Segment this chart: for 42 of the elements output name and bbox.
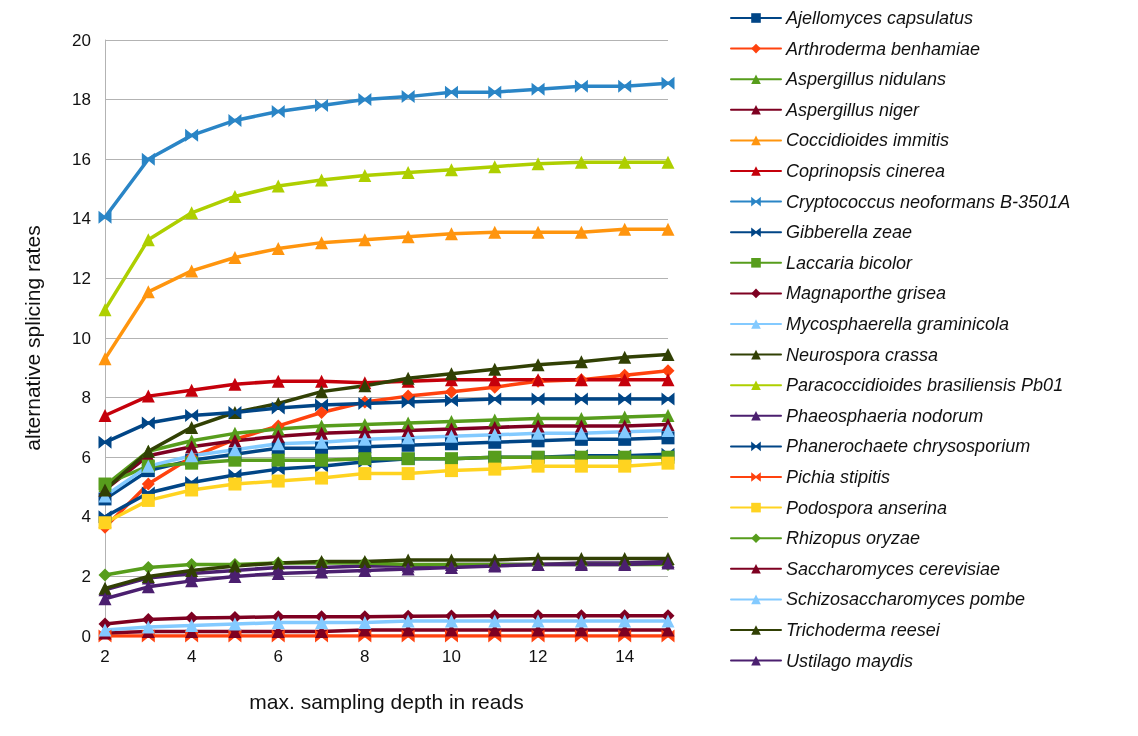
y-tick-label: 4 bbox=[81, 507, 91, 527]
legend-label: Coprinopsis cinerea bbox=[786, 161, 946, 181]
y-tick-label: 6 bbox=[81, 447, 91, 467]
legend-label: Podospora anserina bbox=[786, 497, 948, 518]
x-tick-label: 8 bbox=[360, 647, 370, 666]
legend-label: Trichoderma reesei bbox=[786, 620, 941, 640]
x-tick-label: 10 bbox=[442, 647, 461, 666]
legend-label: Ustilago maydis bbox=[786, 650, 914, 671]
y-tick-label: 2 bbox=[81, 566, 91, 586]
legend-label: Gibberella zeae bbox=[786, 222, 913, 243]
legend-label: Neurospora crassa bbox=[786, 344, 939, 365]
legend-label: Pichia stipitis bbox=[786, 467, 891, 487]
legend-label: Coccidioides immitis bbox=[786, 130, 950, 151]
y-tick-label: 18 bbox=[72, 90, 91, 110]
legend-label: Paracoccidioides brasiliensis Pb01 bbox=[786, 375, 1064, 396]
legend-label: Saccharomyces cerevisiae bbox=[786, 558, 1001, 579]
y-tick-label: 12 bbox=[72, 268, 91, 288]
x-tick-label: 6 bbox=[273, 647, 283, 666]
legend-label: Magnaporthe grisea bbox=[786, 283, 947, 304]
legend-label: Cryptococcus neoformans B-3501A bbox=[786, 191, 1071, 212]
x-axis-title: max. sampling depth in reads bbox=[249, 690, 524, 713]
legend-label: Mycosphaerella graminicola bbox=[786, 314, 1010, 334]
y-tick-label: 10 bbox=[72, 328, 91, 348]
x-tick-label: 4 bbox=[186, 647, 197, 666]
y-axis-title: alternative splicing rates bbox=[21, 225, 44, 451]
legend-label: Schizosaccharomyces pombe bbox=[786, 589, 1026, 610]
legend-label: Rhizopus oryzae bbox=[786, 528, 921, 549]
legend-label: Phanerochaete chrysosporium bbox=[786, 436, 1031, 457]
y-tick-label: 14 bbox=[72, 209, 91, 229]
y-tick-label: 16 bbox=[72, 149, 91, 169]
legend-label: Phaeosphaeria nodorum bbox=[786, 405, 984, 426]
x-tick-label: 14 bbox=[615, 647, 635, 666]
legend-label: Ajellomyces capsulatus bbox=[785, 8, 974, 28]
y-tick-label: 0 bbox=[81, 626, 91, 646]
y-tick-label: 8 bbox=[81, 388, 91, 408]
legend-label: Aspergillus nidulans bbox=[785, 69, 947, 90]
legend-label: Laccaria bicolor bbox=[786, 252, 914, 273]
legend-label: Arthroderma benhamiae bbox=[785, 38, 981, 59]
x-tick-label: 2 bbox=[100, 647, 110, 666]
x-tick-label: 12 bbox=[528, 647, 548, 666]
y-tick-label: 20 bbox=[72, 30, 91, 50]
legend-label: Aspergillus niger bbox=[785, 99, 921, 120]
